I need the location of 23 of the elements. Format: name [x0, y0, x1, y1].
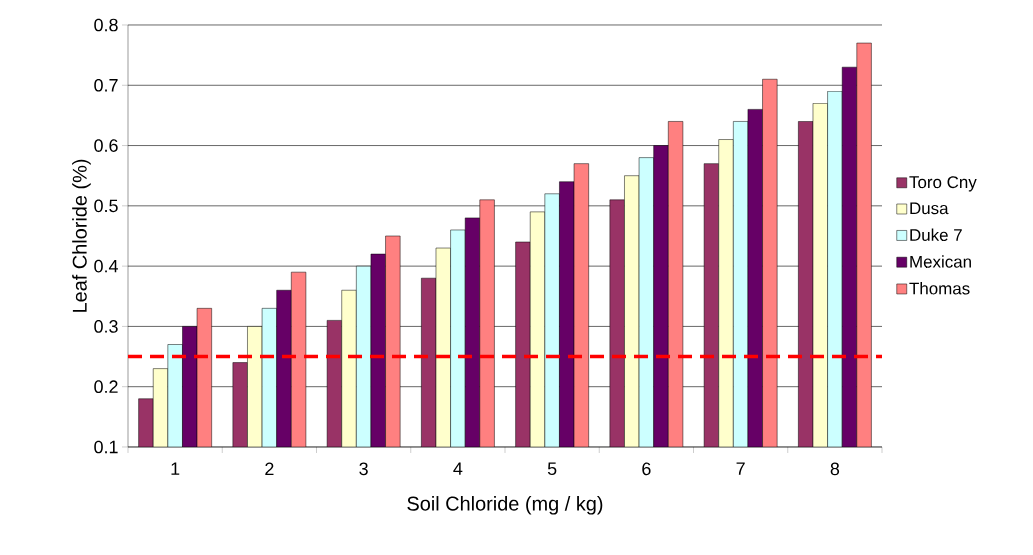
y-tick-label: 0.1: [94, 440, 118, 454]
x-tick-label: 5: [547, 462, 557, 476]
y-tick-label: 0.2: [94, 380, 118, 394]
x-tick-label: 7: [736, 462, 745, 475]
x-tick-label: 3: [359, 462, 368, 476]
x-tick-label: 8: [830, 462, 840, 476]
legend-label: Thomas: [909, 282, 970, 295]
x-tick-label: 2: [265, 462, 274, 476]
legend-label: Dusa: [910, 202, 949, 215]
legend-label: Toro Cny: [909, 176, 977, 192]
legend-label: Mexican: [910, 255, 971, 268]
y-tick-label: 0.6: [94, 139, 118, 152]
y-tick-label: 0.8: [94, 18, 118, 32]
x-tick-label: 1: [171, 462, 180, 475]
x-tick-label: 4: [453, 462, 463, 475]
y-tick-label: 0.4: [94, 259, 118, 273]
y-tick-label: 0.3: [94, 320, 118, 333]
y-tick-label: 0.7: [94, 78, 118, 92]
x-axis-title: Soil Chloride (mg / kg): [407, 496, 603, 515]
x-tick-label: 6: [642, 462, 651, 476]
legend-label: Duke 7: [910, 228, 962, 242]
y-tick-label: 0.5: [94, 199, 118, 213]
y-axis-title: Leaf Chloride (%): [72, 159, 91, 312]
